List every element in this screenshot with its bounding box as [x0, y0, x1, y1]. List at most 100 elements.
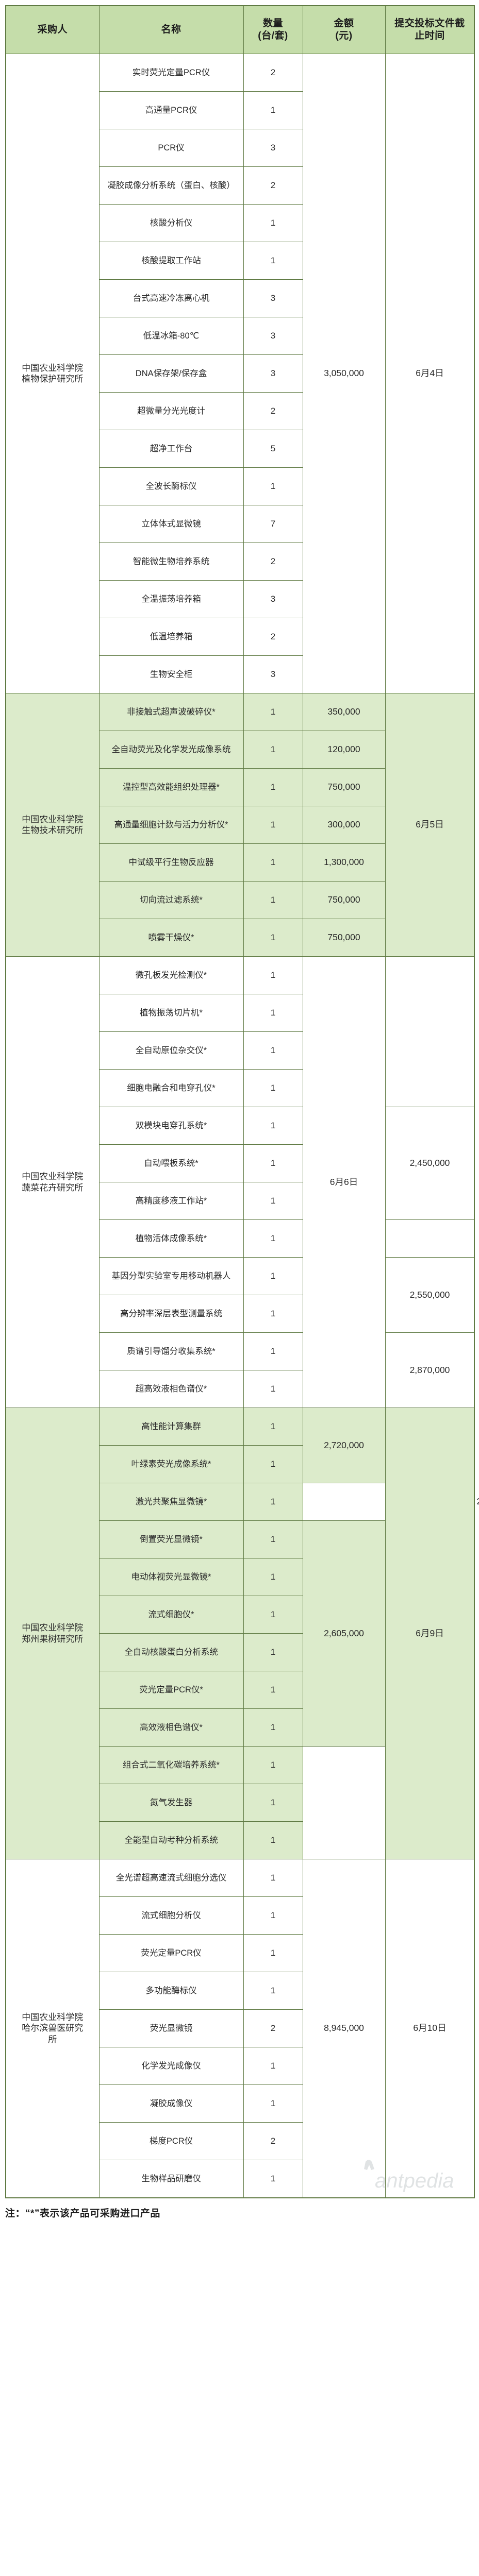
quantity-cell: 1	[243, 1069, 303, 1107]
page-root: 采购人 名称 数量 (台/套) 金额 (元) 提交投标文件截 止时间 中国农业科…	[0, 5, 479, 2219]
table-row: 荧光显微镜 2	[6, 2009, 474, 2047]
equipment-name-cell: 低温培养箱	[98, 618, 244, 656]
table-row: 中试级平行生物反应器 1 1,300,000	[6, 843, 474, 882]
equipment-name-cell: 植物振荡切片机*	[98, 994, 244, 1032]
quantity-cell: 1	[243, 1332, 303, 1370]
equipment-name-cell: 荧光定量PCR仪	[98, 1934, 244, 1972]
quantity-cell: 1	[243, 2160, 303, 2198]
quantity-cell: 1	[243, 693, 303, 731]
table-body: 中国农业科学院 植物保护研究所 实时荧光定量PCR仪 2 3,050,000 6月4日 高通…	[5, 54, 479, 2198]
quantity-cell: 1	[243, 1821, 303, 1859]
col-header-quantity: 数量 (台/套)	[243, 5, 303, 54]
quantity-cell: 1	[243, 1972, 303, 2010]
quantity-cell: 1	[243, 1784, 303, 1822]
equipment-name-cell: 流式细胞分析仪	[98, 1896, 244, 1935]
quantity-cell: 1	[243, 806, 303, 844]
equipment-name-cell: 超净工作台	[98, 430, 244, 468]
equipment-name-cell: 自动喂板系统*	[98, 1144, 244, 1182]
amount-cell: 8,945,000	[302, 1859, 386, 2198]
equipment-name-cell: 梯度PCR仪	[98, 2122, 244, 2160]
col-header-buyer: 采购人	[5, 5, 100, 54]
equipment-name-cell: 低温冰箱-80℃	[98, 317, 244, 355]
col-header-name: 名称	[98, 5, 244, 54]
quantity-cell: 1	[243, 2084, 303, 2123]
table-row: 中国农业科学院 植物保护研究所 实时荧光定量PCR仪 2 3,050,000 6月4日	[5, 54, 475, 693]
quantity-cell: 1	[243, 1708, 303, 1747]
deadline-cell: 6月9日	[385, 1408, 475, 1859]
amount-cell: 300,000	[302, 806, 386, 844]
table-row: 超净工作台 5	[6, 430, 474, 468]
table-row: 高精度移液工作站* 1	[6, 1182, 474, 1220]
equipment-name-cell: 高精度移液工作站*	[98, 1182, 244, 1220]
table-row: 生物样品研磨仪 1	[6, 2160, 474, 2198]
quantity-cell: 5	[243, 430, 303, 468]
equipment-name-cell: 凝胶成像仪	[98, 2084, 244, 2123]
table-row: 梯度PCR仪 2	[6, 2122, 474, 2160]
quantity-cell: 1	[243, 881, 303, 919]
equipment-name-cell: 全波长酶标仪	[98, 467, 244, 505]
table-row: 全自动原位杂交仪* 1	[6, 1031, 474, 1070]
table-header: 采购人 名称 数量 (台/套) 金额 (元) 提交投标文件截 止时间	[5, 5, 475, 54]
quantity-cell: 1	[243, 2047, 303, 2085]
table-row: 氮气发生器 1	[6, 1784, 474, 1822]
buyer-line-3: 所	[48, 2034, 57, 2044]
amount-cell: 2,870,000	[385, 1332, 475, 1408]
quantity-cell: 3	[243, 354, 303, 393]
quantity-cell: 1	[243, 1408, 303, 1446]
quantity-cell: 1	[243, 994, 303, 1032]
table-row: 高分辨率深层表型测量系统 1	[6, 1295, 474, 1333]
table-row: 高通量PCR仪 1	[6, 91, 474, 129]
equipment-name-cell: 全能型自动考种分析系统	[98, 1821, 244, 1859]
col-header-quantity-line1: 数量	[262, 18, 283, 29]
quantity-cell: 1	[243, 1859, 303, 1897]
amount-cell: 2,720,000	[302, 1408, 386, 1483]
buyer-cell: 中国农业科学院 蔬菜花卉研究所	[5, 956, 100, 1408]
equipment-name-cell: 高效液相色谱仪*	[98, 1708, 244, 1747]
col-header-deadline-line2: 止时间	[415, 30, 445, 41]
table-row: 切向流过滤系统* 1 750,000	[6, 881, 474, 919]
table-row: 立体体式显微镜 7	[6, 505, 474, 543]
table-row: 高通量细胞计数与活力分析仪* 1 300,000	[6, 806, 474, 844]
buyer-line-1: 中国农业科学院	[22, 363, 84, 373]
buyer-line-2: 植物保护研究所	[22, 374, 84, 384]
equipment-name-cell: 生物安全柜	[98, 655, 244, 693]
table-row: 中国农业科学院 哈尔滨兽医研究所全光谱超高速流式细胞分选仪 1 8,945,000 6月…	[5, 1859, 475, 2198]
equipment-name-cell: 台式高速冷冻离心机	[98, 279, 244, 317]
equipment-name-cell: DNA保存架/保存盒	[98, 354, 244, 393]
equipment-name-cell: 智能微生物培养系统	[98, 543, 244, 581]
amount-cell: 120,000	[302, 731, 386, 769]
equipment-name-cell: 荧光显微镜	[98, 2009, 244, 2047]
quantity-cell: 1	[243, 1144, 303, 1182]
table-row: 高效液相色谱仪* 1	[6, 1708, 474, 1747]
table-row: 全自动核酸蛋白分析系统 1	[6, 1633, 474, 1671]
table-row: 核酸分析仪 1	[6, 204, 474, 242]
quantity-cell: 1	[243, 1558, 303, 1596]
col-header-amount-line2: (元)	[335, 30, 353, 41]
table-row: 核酸提取工作站 1	[6, 242, 474, 280]
equipment-name-cell: 中试级平行生物反应器	[98, 843, 244, 882]
quantity-cell: 1	[243, 1107, 303, 1145]
equipment-name-cell: 切向流过滤系统*	[98, 881, 244, 919]
table-row: 智能微生物培养系统 2	[6, 543, 474, 581]
buyer-cell: 中国农业科学院 哈尔滨兽医研究所	[5, 1859, 100, 2198]
quantity-cell: 1	[243, 956, 303, 994]
quantity-cell: 2	[243, 54, 303, 92]
equipment-name-cell: 凝胶成像分析系统（蛋白、核酸）	[98, 166, 244, 205]
quantity-cell: 1	[243, 1219, 303, 1258]
quantity-cell: 3	[243, 129, 303, 167]
equipment-name-cell: 全自动核酸蛋白分析系统	[98, 1633, 244, 1671]
equipment-name-cell: 全自动荧光及化学发光成像系统	[98, 731, 244, 769]
table-row: 凝胶成像分析系统（蛋白、核酸） 2	[6, 166, 474, 205]
quantity-cell: 1	[243, 1520, 303, 1558]
quantity-cell: 1	[243, 242, 303, 280]
equipment-name-cell: 化学发光成像仪	[98, 2047, 244, 2085]
quantity-cell: 2	[243, 166, 303, 205]
equipment-name-cell: 核酸提取工作站	[98, 242, 244, 280]
table-row: 中国农业科学院 蔬菜花卉研究所 微孔板发光检测仪* 1 6月6日	[5, 956, 474, 1408]
table-row: 全能型自动考种分析系统 1	[6, 1821, 474, 1859]
table-row: 喷雾干燥仪* 1 750,000	[6, 919, 474, 957]
equipment-name-cell: 多功能酶标仪	[98, 1972, 244, 2010]
quantity-cell: 1	[243, 1257, 303, 1295]
amount-cell: 2,605,000	[302, 1520, 386, 1747]
quantity-cell: 2	[243, 618, 303, 656]
